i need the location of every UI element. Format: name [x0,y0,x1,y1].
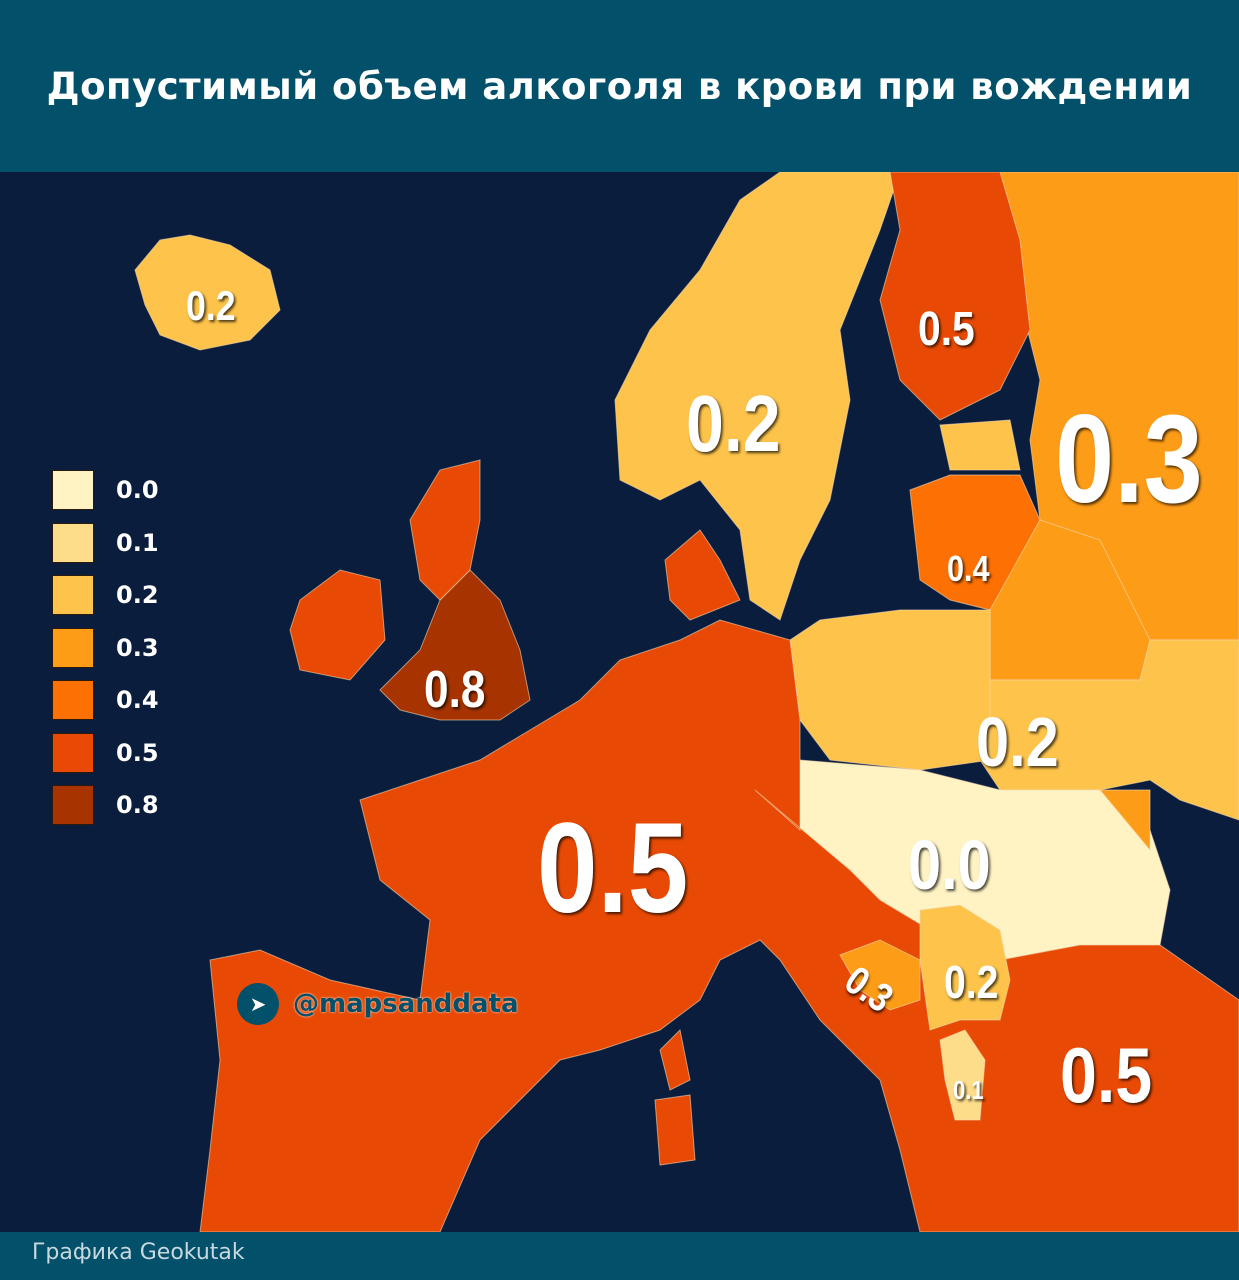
country-denmark [664,529,741,621]
legend-item: 0.0 [52,464,159,517]
legend-swatch [52,470,94,511]
legend-label: 0.3 [116,633,159,662]
legend-item: 0.4 [52,674,159,727]
legend-label: 0.1 [116,528,159,557]
telegram-watermark: ➤ @mapsanddata [237,983,519,1025]
country-uk [379,569,531,721]
legend-item: 0.3 [52,622,159,675]
header: Допустимый объем алкоголя в крови при во… [0,0,1239,172]
country-bosnia [839,939,921,1011]
footer: Графика Geokutak [0,1232,1239,1280]
legend-swatch [52,627,94,668]
legend-item: 0.5 [52,727,159,780]
legend-swatch [52,522,94,563]
legend-item: 0.1 [52,517,159,570]
country-norway-sweden [614,172,901,621]
country-ukraine [979,639,1239,821]
legend-swatch [52,785,94,826]
legend-swatch [52,732,94,773]
country-scotland [409,459,481,601]
watermark-text: @mapsanddata [293,989,519,1019]
label-scandinavia: 0.2 [686,379,781,468]
europe-map [134,172,1239,1232]
label-southeast: 0.5 [1060,1031,1153,1119]
country-poland [789,609,991,771]
country-ireland [289,569,386,681]
legend-item: 0.8 [52,779,159,832]
legend-swatch [52,575,94,616]
telegram-icon: ➤ [237,983,279,1025]
legend-label: 0.8 [116,791,159,820]
country-finland [879,172,1031,421]
country-moldova [1098,789,1151,852]
legend-label: 0.0 [116,476,159,505]
label-iceland: 0.2 [186,282,236,329]
label-baltics: 0.4 [947,548,990,589]
country-corsica [659,1028,691,1091]
label-western-europe: 0.5 [537,797,689,940]
label-albania: 0.1 [953,1075,984,1105]
legend-swatch [52,680,94,721]
country-albania [939,1029,986,1121]
label-poland-ukraine: 0.2 [976,703,1059,781]
credit-text: Графика Geokutak [32,1240,245,1265]
label-uk: 0.8 [424,661,486,719]
label-finland: 0.5 [918,303,975,356]
country-estonia [939,419,1021,471]
legend: 0.0 0.1 0.2 0.3 0.4 0.5 0.8 [52,464,159,832]
legend-label: 0.2 [116,581,159,610]
legend-item: 0.2 [52,569,159,622]
legend-label: 0.4 [116,686,159,715]
country-sardinia [654,1094,696,1166]
country-serbia [919,904,1011,1031]
label-serbia: 0.2 [944,956,999,1008]
country-iceland [134,234,281,351]
label-russia: 0.3 [1055,390,1203,529]
legend-label: 0.5 [116,738,159,767]
label-central: 0.0 [908,826,991,904]
page-title: Допустимый объем алкоголя в крови при во… [46,64,1193,108]
